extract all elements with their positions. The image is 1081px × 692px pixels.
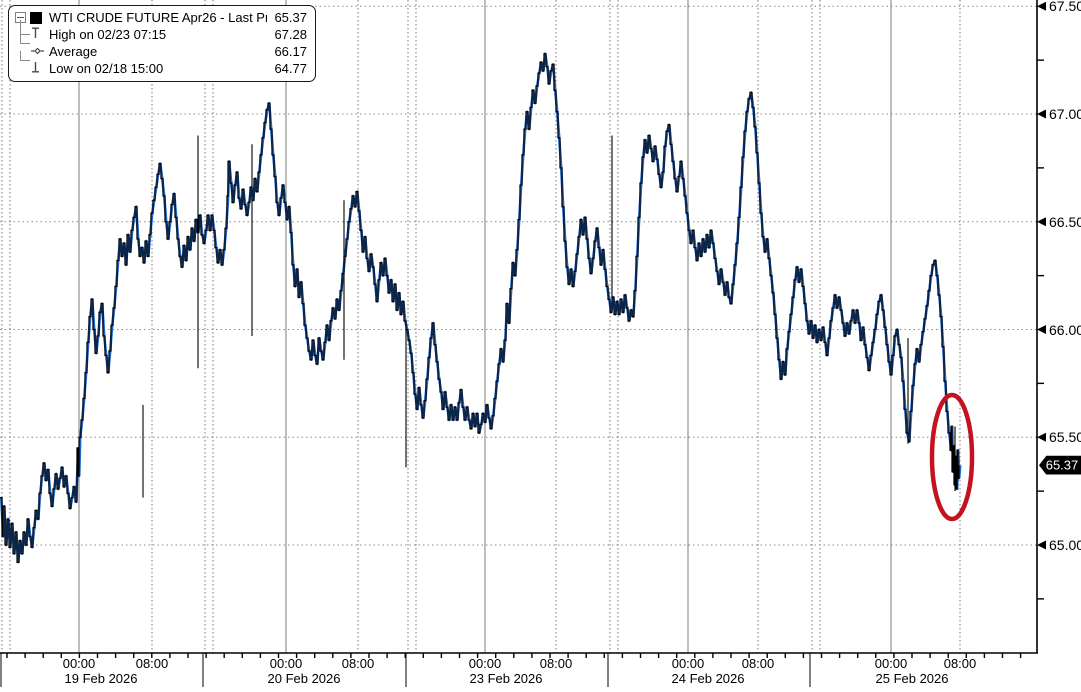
x-time-label: 08:00 bbox=[341, 656, 375, 671]
legend-box[interactable]: WTI CRUDE FUTURE Apr26 - Last Price 65.3… bbox=[8, 5, 316, 82]
last-price-tag: 65.37 bbox=[1039, 455, 1081, 475]
price-line-black bbox=[0, 53, 960, 563]
legend-low-label: Low on 02/18 15:00 bbox=[49, 61, 164, 76]
average-marker-icon bbox=[31, 44, 44, 59]
legend-high-value: 67.28 bbox=[274, 27, 307, 42]
highlight-ellipse-annotation bbox=[929, 392, 975, 522]
x-time-label: 08:00 bbox=[539, 656, 573, 671]
price-line-blue bbox=[0, 52, 962, 564]
series-swatch-icon bbox=[30, 11, 42, 24]
high-marker-icon bbox=[31, 27, 40, 42]
legend-row-average[interactable]: Average 66.17 bbox=[15, 34, 307, 60]
y-tick-label: 66.00 bbox=[1049, 321, 1081, 338]
legend-row-low[interactable]: Low on 02/18 15:00 64.77 bbox=[15, 51, 307, 77]
x-time-label: 00:00 bbox=[468, 656, 502, 671]
legend-average-label: Average bbox=[49, 44, 98, 59]
legend-high-label: High on 02/23 07:15 bbox=[49, 27, 167, 42]
x-date-label: 23 Feb 2026 bbox=[469, 671, 543, 686]
y-tick-arrow-icon bbox=[1037, 217, 1046, 227]
x-date-label: 19 Feb 2026 bbox=[64, 671, 138, 686]
x-time-label: 08:00 bbox=[943, 656, 977, 671]
y-tick-label: 65.50 bbox=[1049, 429, 1081, 446]
legend-average-value: 66.17 bbox=[274, 44, 307, 59]
y-tick-arrow-icon bbox=[1037, 540, 1046, 550]
legend-row-high[interactable]: High on 02/23 07:15 67.28 bbox=[15, 20, 307, 43]
y-tick-label: 65.00 bbox=[1049, 537, 1081, 553]
x-date-label: 20 Feb 2026 bbox=[267, 671, 341, 686]
legend-row-series[interactable]: WTI CRUDE FUTURE Apr26 - Last Price 65.3… bbox=[15, 9, 307, 26]
low-marker-icon bbox=[31, 61, 40, 76]
x-time-label: 08:00 bbox=[135, 656, 169, 671]
x-time-label: 00:00 bbox=[62, 656, 96, 671]
y-tick-label: 66.50 bbox=[1049, 213, 1081, 230]
x-date-label: 25 Feb 2026 bbox=[875, 671, 949, 686]
y-tick-arrow-icon bbox=[1037, 325, 1046, 334]
legend-series-label: WTI CRUDE FUTURE Apr26 - Last Price bbox=[49, 10, 267, 25]
x-time-label: 00:00 bbox=[671, 656, 705, 671]
y-tick-label: 67.00 bbox=[1049, 106, 1081, 122]
x-time-label: 00:00 bbox=[269, 656, 303, 671]
y-tick-arrow-icon bbox=[1037, 432, 1046, 442]
x-date-label: 24 Feb 2026 bbox=[671, 671, 745, 686]
y-tick-arrow-icon bbox=[1037, 109, 1046, 119]
legend-low-value: 64.77 bbox=[274, 61, 307, 76]
x-time-label: 00:00 bbox=[874, 656, 908, 671]
y-tick-label: 67.50 bbox=[1049, 0, 1081, 15]
x-time-label: 08:00 bbox=[741, 656, 775, 671]
legend-series-value: 65.37 bbox=[274, 10, 307, 25]
y-tick-arrow-icon bbox=[1037, 1, 1046, 11]
